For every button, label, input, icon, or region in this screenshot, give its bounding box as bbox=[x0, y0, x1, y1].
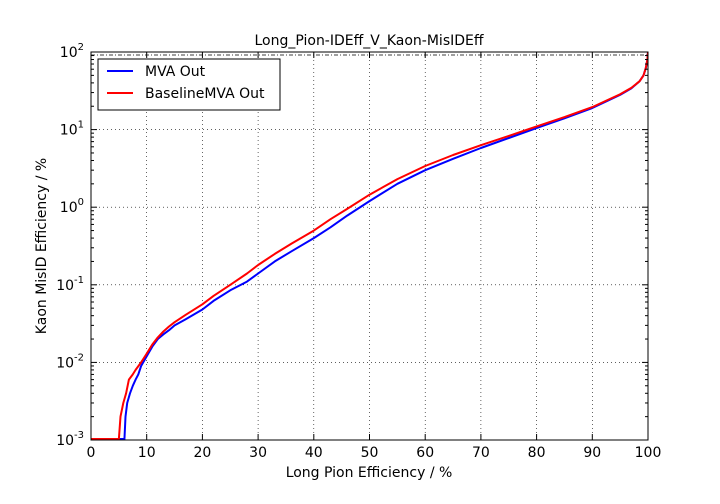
y-tick-base: 10 bbox=[60, 123, 78, 139]
y-tick-exponent: 0 bbox=[78, 197, 84, 208]
y-tick-label: 10-3 bbox=[56, 430, 84, 449]
y-tick-exponent: -2 bbox=[74, 352, 84, 363]
y-tick-label: 100 bbox=[60, 197, 84, 216]
y-tick-label: 102 bbox=[60, 42, 84, 61]
legend-label-mva: MVA Out bbox=[145, 64, 206, 80]
x-tick-label: 90 bbox=[583, 445, 601, 461]
series-line-1 bbox=[117, 52, 648, 440]
x-tick-label: 100 bbox=[635, 445, 662, 461]
x-tick-label: 0 bbox=[87, 445, 96, 461]
x-axis-label: Long Pion Efficiency / % bbox=[286, 465, 453, 481]
y-tick-exponent: -1 bbox=[74, 275, 84, 286]
y-tick-label: 10-2 bbox=[56, 352, 84, 371]
y-tick-label: 101 bbox=[60, 120, 84, 139]
y-axis-label: Kaon MisID Efficiency / % bbox=[34, 158, 50, 334]
x-tick-label: 70 bbox=[472, 445, 490, 461]
legend: MVA Out BaselineMVA Out bbox=[97, 58, 281, 111]
x-tick-label: 80 bbox=[528, 445, 546, 461]
x-tick-label: 50 bbox=[361, 445, 379, 461]
y-tick-label: 10-1 bbox=[56, 275, 84, 294]
y-tick-base: 10 bbox=[56, 433, 74, 449]
y-tick-exponent: 1 bbox=[78, 120, 84, 131]
series-lines bbox=[91, 52, 648, 440]
legend-label-baseline: BaselineMVA Out bbox=[145, 86, 265, 102]
legend-box bbox=[97, 58, 281, 111]
x-tick-label: 30 bbox=[249, 445, 267, 461]
y-tick-exponent: 2 bbox=[78, 42, 84, 53]
x-tick-label: 10 bbox=[138, 445, 156, 461]
y-tick-base: 10 bbox=[60, 45, 78, 61]
y-tick-base: 10 bbox=[56, 278, 74, 294]
axis-ticks: 0 10 20 30 40 50 60 70 80 90 10010-310-210-1100101… bbox=[56, 42, 661, 461]
y-tick-exponent: -3 bbox=[74, 430, 84, 441]
y-tick-base: 10 bbox=[60, 200, 78, 216]
grid bbox=[91, 52, 648, 440]
chart-title: Long_Pion-IDEff_V_Kaon-MisIDEff bbox=[254, 33, 483, 49]
y-tick-base: 10 bbox=[56, 355, 74, 371]
x-tick-label: 60 bbox=[416, 445, 434, 461]
x-tick-label: 20 bbox=[193, 445, 211, 461]
x-tick-label: 40 bbox=[305, 445, 323, 461]
